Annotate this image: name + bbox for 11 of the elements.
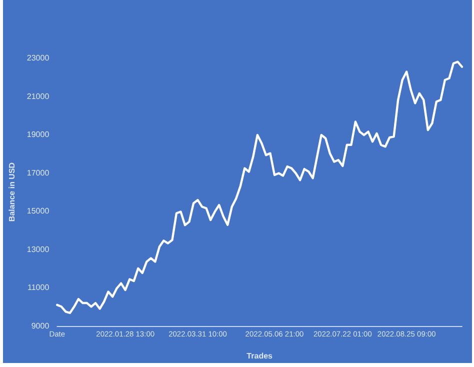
y-tick-label: 17000 bbox=[26, 168, 50, 178]
line-series bbox=[56, 60, 464, 314]
y-tick-label: 15000 bbox=[26, 206, 50, 216]
y-tick-label: 21000 bbox=[26, 92, 50, 101]
y-tick-label: 23000 bbox=[26, 54, 50, 62]
y-tick-label: 19000 bbox=[26, 130, 50, 140]
y-tick-label: 11000 bbox=[27, 283, 50, 292]
y-axis-title: Balance in USD bbox=[8, 162, 16, 222]
y-tick-label: 9000 bbox=[31, 322, 50, 330]
x-axis-title: Trades bbox=[246, 352, 274, 360]
y-tick-label: 13000 bbox=[26, 244, 50, 254]
